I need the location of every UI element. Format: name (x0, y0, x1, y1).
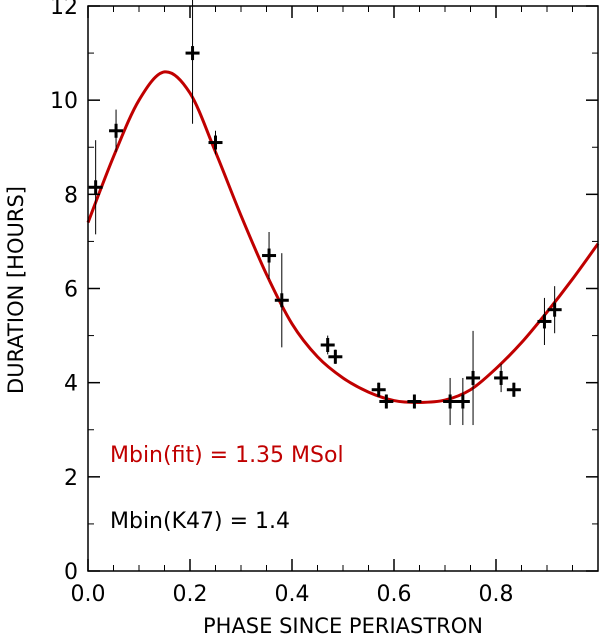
y-tick-label: 10 (50, 89, 78, 114)
y-tick-label: 2 (64, 466, 78, 491)
y-tick-label: 6 (64, 278, 78, 303)
data-point-16 (506, 382, 521, 397)
data-point-6 (274, 253, 289, 348)
y-tick-label: 8 (64, 183, 78, 208)
data-point-15 (494, 363, 509, 393)
annotation-fit: Mbin(fit) = 1.35 MSol (110, 443, 344, 468)
annotation-k47: Mbin(K47) = 1.4 (110, 509, 290, 534)
x-tick-label: 0.8 (479, 582, 514, 607)
x-tick-label: 0.0 (71, 582, 106, 607)
data-point-11 (407, 394, 422, 409)
data-point-12 (443, 377, 458, 426)
y-tick-label: 4 (64, 372, 78, 397)
data-point-8 (328, 349, 343, 364)
y-tick-label: 0 (64, 560, 78, 585)
data-point-18 (547, 286, 562, 334)
data-point-9 (371, 382, 386, 397)
fit-curve-line (86, 70, 600, 404)
x-tick-label: 0.4 (275, 582, 310, 607)
data-point-5 (262, 232, 277, 280)
data-point-4 (208, 130, 223, 155)
x-axis-title: PHASE SINCE PERIASTRON (203, 614, 483, 638)
data-point-7 (320, 335, 335, 355)
y-axis-title: DURATION [HOURS] (4, 186, 28, 394)
fit-curve-layer (86, 70, 600, 404)
data-point-14 (466, 330, 481, 426)
ticks-layer: 0.0 0.2 0.4 0.6 0.8 0 2 4 6 8 10 12 (50, 0, 598, 607)
data-point-1 (88, 140, 103, 235)
data-point-13 (455, 377, 470, 426)
plot-frame (87, 5, 599, 572)
data-point-17 (537, 297, 552, 345)
axes-layer (87, 5, 599, 572)
x-tick-label: 0.2 (173, 582, 208, 607)
x-tick-label: 0.6 (377, 582, 412, 607)
y-tick-label: 12 (50, 0, 78, 20)
data-point-10 (379, 394, 394, 409)
data-point-2 (109, 109, 124, 152)
data-points-layer (88, 0, 562, 426)
